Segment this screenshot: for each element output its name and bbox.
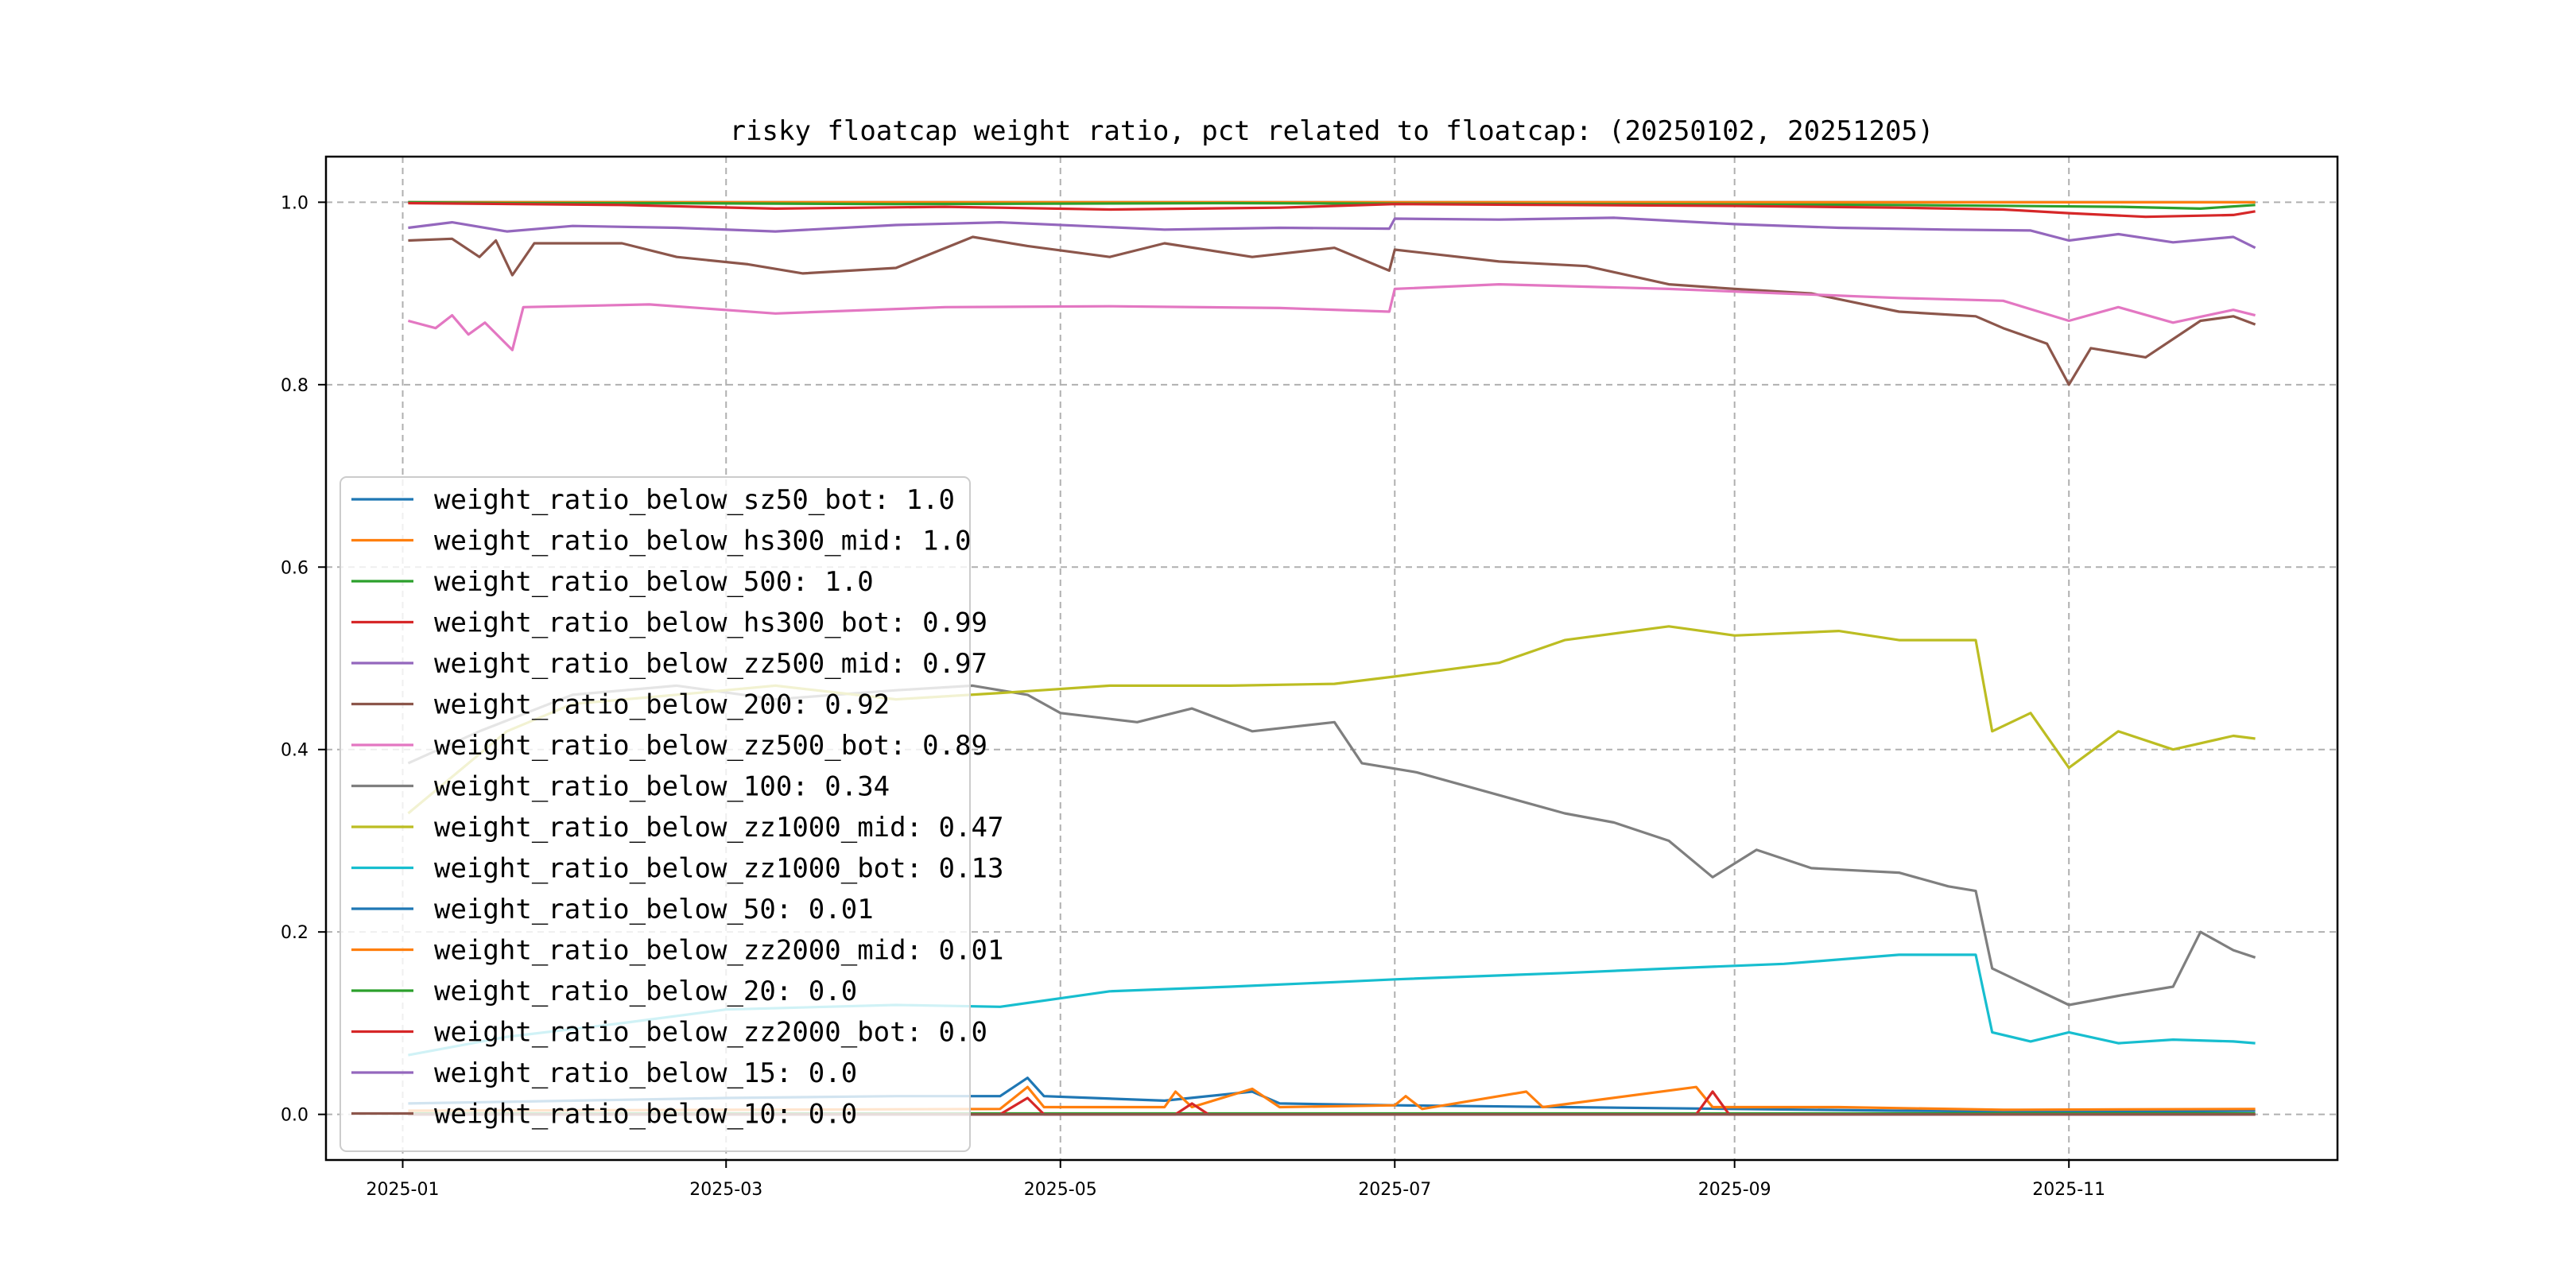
y-tick-label: 1.0 (281, 193, 308, 213)
y-tick-label: 0.4 (281, 741, 308, 761)
chart-title: risky floatcap weight ratio, pct related… (730, 115, 1934, 147)
series-line-5 (408, 235, 2256, 386)
legend-entry: weight_ratio_below_hs300_mid: 1.0 (434, 526, 972, 557)
series-line-4 (408, 216, 2256, 250)
x-tick-label: 2025-05 (1024, 1180, 1097, 1200)
x-tick-label: 2025-01 (367, 1180, 440, 1200)
series-line-13 (408, 1090, 2256, 1116)
legend-entry: weight_ratio_below_500: 1.0 (434, 566, 874, 598)
legend-entry: weight_ratio_below_zz2000_mid: 0.01 (434, 935, 1003, 967)
series-line-11 (408, 1085, 2256, 1112)
axis-ticks: 2025-01 2025-03 2025-05 2025-07 2025-09 2025-… (281, 193, 2105, 1200)
y-tick-label: 0.0 (281, 1106, 308, 1126)
legend-entry: weight_ratio_below_zz1000_mid: 0.47 (434, 812, 1003, 844)
x-tick-label: 2025-09 (1698, 1180, 1771, 1200)
legend-entry: weight_ratio_below_100: 0.34 (434, 771, 890, 803)
legend-entry: weight_ratio_below_zz500_bot: 0.89 (434, 730, 987, 762)
legend-entry: weight_ratio_below_zz2000_bot: 0.0 (434, 1017, 987, 1049)
legend-entry: weight_ratio_below_20: 0.0 (434, 976, 857, 1007)
series-line-6 (407, 283, 2256, 351)
legend-entry: weight_ratio_below_sz50_bot: 1.0 (434, 484, 955, 516)
legend-entry: weight_ratio_below_hs300_bot: 0.99 (434, 607, 987, 639)
legend-entry: weight_ratio_below_10: 0.0 (434, 1099, 857, 1131)
y-tick-label: 0.2 (281, 923, 308, 943)
legend-entry: weight_ratio_below_zz500_mid: 0.97 (434, 648, 987, 680)
x-tick-label: 2025-07 (1358, 1180, 1431, 1200)
y-tick-label: 0.8 (281, 376, 308, 396)
legend-box (339, 476, 971, 1152)
legend: weight_ratio_below_sz50_bot: 1.0 weight_r… (339, 476, 1003, 1152)
legend-entry: weight_ratio_below_15: 0.0 (434, 1057, 857, 1089)
y-tick-label: 0.6 (281, 558, 308, 578)
axes-frame (324, 155, 2339, 1162)
series-line-3 (408, 201, 2256, 219)
x-tick-label: 2025-03 (689, 1180, 762, 1200)
legend-entry: weight_ratio_below_50: 0.01 (434, 894, 874, 925)
series-lines (407, 200, 2256, 1116)
x-tick-label: 2025-11 (2032, 1180, 2105, 1200)
legend-entry: weight_ratio_below_zz1000_bot: 0.13 (434, 853, 1003, 885)
legend-entry: weight_ratio_below_200: 0.92 (434, 689, 890, 721)
